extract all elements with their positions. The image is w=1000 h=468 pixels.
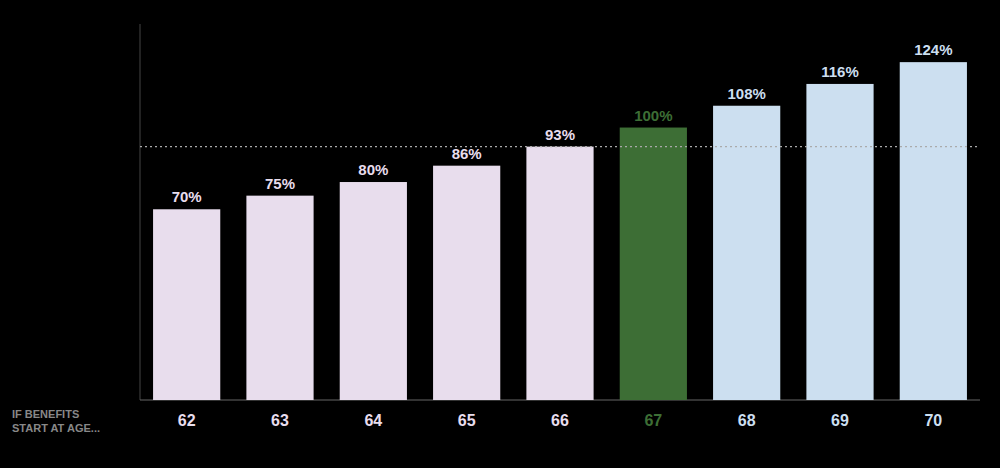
x-tick-label: 66	[551, 412, 569, 429]
data-label: 100%	[634, 107, 672, 124]
x-tick-label: 69	[831, 412, 849, 429]
background	[0, 0, 1000, 468]
bar	[620, 128, 687, 400]
bar	[433, 166, 500, 400]
x-tick-label: 62	[178, 412, 196, 429]
x-tick-label: 65	[458, 412, 476, 429]
bar	[246, 196, 313, 400]
bar	[340, 182, 407, 400]
data-label: 70%	[172, 188, 202, 205]
bar	[526, 147, 593, 400]
x-tick-label: 63	[271, 412, 289, 429]
data-label: 116%	[821, 63, 859, 80]
x-tick-label: 67	[644, 412, 662, 429]
y-axis-line	[140, 24, 141, 400]
data-label: 80%	[358, 161, 388, 178]
bar	[153, 209, 220, 400]
data-label: 108%	[727, 85, 765, 102]
reference-line	[140, 146, 980, 147]
x-tick-label: 70	[924, 412, 942, 429]
bar	[806, 84, 873, 400]
x-tick-label: 64	[364, 412, 382, 429]
data-label: 124%	[914, 41, 952, 58]
data-label: 93%	[545, 126, 575, 143]
chart-svg: 70% 75% 80% 86% 93% 100% 108% 116% 124% 62 63 64 65 6…	[0, 0, 1000, 468]
x-tick-label: 68	[738, 412, 756, 429]
x-axis-label: IF BENEFITSSTART AT AGE...	[12, 408, 100, 434]
chart-container: 70% 75% 80% 86% 93% 100% 108% 116% 124% 62 63 64 65 6…	[0, 0, 1000, 468]
bar	[713, 106, 780, 400]
data-label: 75%	[265, 175, 295, 192]
bars	[153, 62, 967, 400]
bar	[900, 62, 967, 400]
data-label: 86%	[452, 145, 482, 162]
